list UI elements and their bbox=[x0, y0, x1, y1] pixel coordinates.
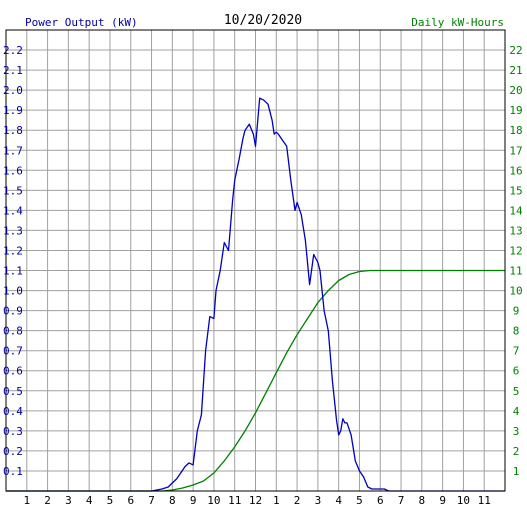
y-right-tick-label: 16 bbox=[509, 164, 522, 177]
y-left-tick-label: 1.6 bbox=[3, 164, 23, 177]
x-tick-label: 6 bbox=[377, 494, 384, 507]
y-right-tick-label: 4 bbox=[513, 405, 520, 418]
y-right-tick-label: 11 bbox=[509, 265, 522, 278]
y-right-tick-label: 9 bbox=[513, 305, 520, 318]
y-left-tick-label: 0.7 bbox=[3, 345, 23, 358]
y-right-tick-label: 2 bbox=[513, 445, 520, 458]
y-right-tick-label: 7 bbox=[513, 345, 520, 358]
y-right-tick-label: 13 bbox=[509, 224, 522, 237]
chart-title: 10/20/2020 bbox=[224, 13, 302, 28]
y-left-tick-label: 0.5 bbox=[3, 385, 23, 398]
energy-series bbox=[6, 269, 505, 492]
y-right-tick-label: 20 bbox=[509, 84, 522, 97]
x-tick-label: 2 bbox=[44, 494, 51, 507]
x-tick-label: 5 bbox=[107, 494, 114, 507]
y-left-tick-label: 1.2 bbox=[3, 244, 23, 257]
plot-frame bbox=[5, 29, 506, 492]
x-tick-label: 2 bbox=[294, 494, 301, 507]
y-left-tick-label: 2.2 bbox=[3, 44, 23, 57]
x-tick-label: 12 bbox=[249, 494, 262, 507]
x-tick-label: 3 bbox=[315, 494, 322, 507]
y-right-tick-label: 22 bbox=[509, 44, 522, 57]
energy-line bbox=[6, 269, 505, 492]
y-left-tick-label: 0.9 bbox=[3, 305, 23, 318]
y-left-tick-label: 0.1 bbox=[3, 465, 23, 478]
x-tick-label: 8 bbox=[169, 494, 176, 507]
y-right-tick-label: 5 bbox=[513, 385, 520, 398]
y-left-tick-label: 0.6 bbox=[3, 365, 23, 378]
grid bbox=[6, 30, 505, 491]
y-left-tick-label: 1.8 bbox=[3, 124, 23, 137]
x-tick-label: 11 bbox=[478, 494, 491, 507]
y-right-tick-label: 14 bbox=[509, 204, 523, 217]
y-right-tick-label: 3 bbox=[513, 425, 520, 438]
x-tick-label: 4 bbox=[86, 494, 93, 507]
y-left-tick-label: 0.2 bbox=[3, 445, 23, 458]
tick-labels: 1 2 3 4 5 6 7 8 9 10 11 12 1 2 3 4 5 6 7 8 9 10 110.10.20.30.4… bbox=[3, 44, 523, 507]
x-tick-label: 3 bbox=[65, 494, 72, 507]
right-axis-title: Daily kW-Hours bbox=[411, 16, 504, 29]
labels: Power Output (kW) 10/20/2020 Daily kW-Ho… bbox=[25, 13, 504, 29]
y-left-tick-label: 2.0 bbox=[3, 84, 23, 97]
x-tick-label: 1 bbox=[23, 494, 30, 507]
x-tick-label: 4 bbox=[335, 494, 342, 507]
y-right-tick-label: 1 bbox=[513, 465, 520, 478]
x-tick-label: 6 bbox=[127, 494, 134, 507]
y-left-tick-label: 2.1 bbox=[3, 64, 23, 77]
y-right-tick-label: 18 bbox=[509, 124, 522, 137]
x-tick-label: 10 bbox=[207, 494, 220, 507]
y-left-tick-label: 1.4 bbox=[3, 204, 23, 217]
x-tick-label: 8 bbox=[419, 494, 426, 507]
x-tick-label: 5 bbox=[356, 494, 363, 507]
x-tick-label: 1 bbox=[273, 494, 280, 507]
y-left-tick-label: 1.7 bbox=[3, 144, 23, 157]
x-tick-label: 10 bbox=[457, 494, 470, 507]
y-right-tick-label: 17 bbox=[509, 144, 522, 157]
y-left-tick-label: 0.8 bbox=[3, 325, 23, 338]
y-right-tick-label: 21 bbox=[509, 64, 522, 77]
y-left-tick-label: 0.3 bbox=[3, 425, 23, 438]
x-tick-label: 7 bbox=[148, 494, 155, 507]
y-left-tick-label: 1.3 bbox=[3, 224, 23, 237]
x-tick-label: 11 bbox=[228, 494, 241, 507]
y-left-tick-label: 1.9 bbox=[3, 104, 23, 117]
y-left-tick-label: 1.5 bbox=[3, 184, 23, 197]
y-right-tick-label: 8 bbox=[513, 325, 520, 338]
y-right-tick-label: 15 bbox=[509, 184, 522, 197]
y-left-tick-label: 0.4 bbox=[3, 405, 23, 418]
y-right-tick-label: 6 bbox=[513, 365, 520, 378]
x-tick-label: 7 bbox=[398, 494, 405, 507]
x-tick-label: 9 bbox=[190, 494, 197, 507]
y-right-tick-label: 19 bbox=[509, 104, 522, 117]
left-axis-title: Power Output (kW) bbox=[25, 16, 138, 29]
y-right-tick-label: 10 bbox=[509, 285, 522, 298]
power-line bbox=[6, 97, 505, 492]
y-left-tick-label: 1.1 bbox=[3, 265, 23, 278]
x-tick-label: 9 bbox=[439, 494, 446, 507]
y-left-tick-label: 1.0 bbox=[3, 285, 23, 298]
power-series bbox=[6, 97, 505, 492]
y-right-tick-label: 12 bbox=[509, 244, 522, 257]
